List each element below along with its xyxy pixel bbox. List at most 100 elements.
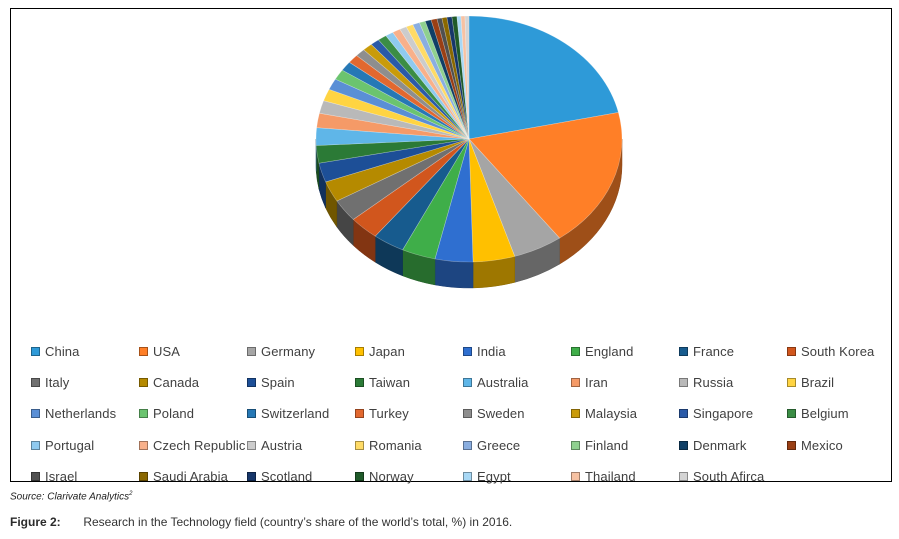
- legend-label: USA: [153, 344, 181, 360]
- legend-item-iran: Iran: [571, 367, 679, 398]
- pie-chart: [315, 15, 623, 289]
- pie-slice-austria: [399, 26, 470, 140]
- legend-item-italy: Italy: [31, 367, 139, 398]
- legend-label: Switzerland: [261, 406, 330, 422]
- legend-swatch: [463, 440, 472, 450]
- legend-swatch: [679, 347, 688, 357]
- pie-slice-greece: [412, 22, 470, 140]
- legend-item-canada: Canada: [139, 367, 247, 398]
- legend-swatch: [31, 409, 40, 419]
- pie-side-walls: [315, 138, 623, 289]
- legend-item-germany: Germany: [247, 336, 355, 367]
- legend-swatch: [247, 440, 256, 450]
- legend-label: Czech Republic: [153, 437, 246, 453]
- pie-slice-france: [374, 138, 470, 251]
- legend-item-czech-republic: Czech Republic: [139, 430, 247, 461]
- legend-item-malaysia: Malaysia: [571, 398, 679, 429]
- legend-item-spain: Spain: [247, 367, 355, 398]
- pie-slice-czech-republic: [392, 28, 470, 140]
- legend-item-england: England: [571, 336, 679, 367]
- pie-slice-england: [402, 138, 470, 260]
- legend-item-portugal: Portugal: [31, 430, 139, 461]
- legend-item-greece: Greece: [463, 430, 571, 461]
- legend-item-belgium: Belgium: [787, 398, 895, 429]
- pie-slice-india: [434, 138, 474, 263]
- legend-item-taiwan: Taiwan: [355, 367, 463, 398]
- legend-label: England: [585, 344, 634, 360]
- pie-slice-israel: [436, 17, 470, 140]
- legend-item-france: France: [679, 336, 787, 367]
- legend-item-netherlands: Netherlands: [31, 398, 139, 429]
- legend-swatch: [355, 347, 364, 357]
- pie-slice-romania: [405, 24, 470, 140]
- legend-label: Turkey: [369, 406, 409, 422]
- legend-item-scotland: Scotland: [247, 461, 355, 492]
- legend-swatch: [463, 471, 472, 481]
- pie-slice-turkey: [348, 55, 470, 140]
- pie-slice-switzerland: [341, 61, 470, 140]
- legend-swatch: [247, 471, 256, 481]
- pie-slice-canada: [325, 138, 470, 202]
- legend-item-australia: Australia: [463, 367, 571, 398]
- legend-swatch: [679, 378, 688, 388]
- legend-label: Malaysia: [585, 406, 638, 422]
- legend-swatch: [787, 409, 796, 419]
- pie-slice-belgium: [377, 35, 470, 140]
- pie-slice-netherlands: [328, 78, 470, 140]
- legend-item-switzerland: Switzerland: [247, 398, 355, 429]
- legend-label: Taiwan: [369, 375, 411, 391]
- legend-item-saudi-arabia: Saudi Arabia: [139, 461, 247, 492]
- chart-frame: China USA Germany Japan India England France So…: [10, 8, 892, 484]
- legend-label: Spain: [261, 375, 295, 391]
- legend-label: Australia: [477, 375, 529, 391]
- pie-slice-portugal: [385, 31, 470, 140]
- pie-slice-norway: [451, 16, 470, 140]
- legend-swatch: [247, 347, 256, 357]
- legend-swatch: [787, 440, 796, 450]
- legend-item-turkey: Turkey: [355, 398, 463, 429]
- legend-label: Portugal: [45, 437, 95, 453]
- figure-caption: Figure 2: Research in the Technology fie…: [10, 515, 512, 529]
- pie-slice-australia: [315, 127, 470, 146]
- legend-swatch: [355, 440, 364, 450]
- legend-swatch: [463, 378, 472, 388]
- legend-swatch: [571, 440, 580, 450]
- legend-label: Singapore: [693, 406, 754, 422]
- pie-slice-taiwan: [315, 138, 470, 164]
- legend-label: Mexico: [801, 437, 843, 453]
- pie-slice-saudi-arabia: [441, 16, 470, 140]
- legend-swatch: [31, 378, 40, 388]
- legend-label: France: [693, 344, 735, 360]
- legend-swatch: [571, 347, 580, 357]
- legend-swatch: [31, 347, 40, 357]
- legend-item-russia: Russia: [679, 367, 787, 398]
- pie-slice-south-afirca: [464, 15, 470, 140]
- legend-item-poland: Poland: [139, 398, 247, 429]
- legend-swatch: [571, 409, 580, 419]
- legend-item-egypt: Egypt: [463, 461, 571, 492]
- legend-item-japan: Japan: [355, 336, 463, 367]
- pie-slice-egypt: [456, 15, 470, 140]
- pie-slice-south-korea: [352, 138, 470, 237]
- legend-swatch: [787, 378, 796, 388]
- legend-label: Scotland: [261, 468, 313, 484]
- legend-label: Japan: [369, 344, 405, 360]
- legend-swatch: [787, 347, 796, 357]
- source-note: Source: Clarivate Analytics2: [10, 491, 133, 503]
- legend-label: Sweden: [477, 406, 525, 422]
- legend-item-south-afirca: South Afirca: [679, 461, 787, 492]
- legend-label: Germany: [261, 344, 316, 360]
- legend-item-china: China: [31, 336, 139, 367]
- chart-legend: China USA Germany Japan India England France So…: [31, 336, 891, 492]
- pie-slice-iran: [316, 112, 470, 140]
- figure-label: Figure 2:: [10, 515, 61, 529]
- legend-swatch: [463, 409, 472, 419]
- legend-label: Iran: [585, 375, 608, 391]
- legend-label: Canada: [153, 375, 200, 391]
- legend-label: Saudi Arabia: [153, 468, 228, 484]
- legend-item-thailand: Thailand: [571, 461, 679, 492]
- figure-caption-text: Research in the Technology field (countr…: [83, 515, 513, 529]
- pie-slice-spain: [318, 138, 470, 183]
- legend-item-romania: Romania: [355, 430, 463, 461]
- pie-slice-germany: [468, 138, 561, 257]
